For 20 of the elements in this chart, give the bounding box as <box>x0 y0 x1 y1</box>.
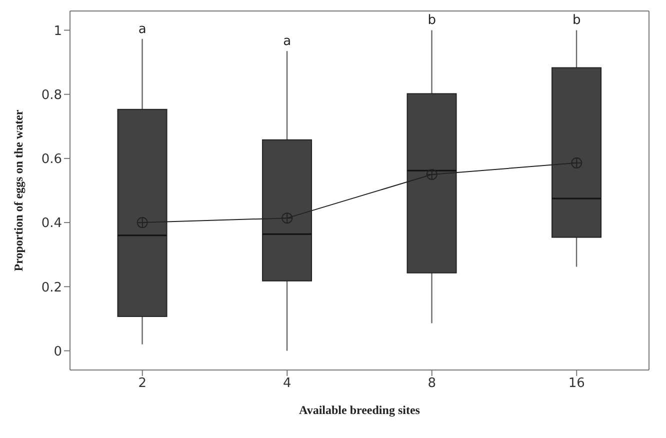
y-tick-label: 0.8 <box>41 88 62 103</box>
x-tick-label: 8 <box>428 376 436 392</box>
point <box>282 212 293 224</box>
annotation: b <box>428 13 436 28</box>
y-axis-title: Proportion of eggs on the water <box>11 109 26 272</box>
annotation: a <box>138 22 146 37</box>
y-tick-label: 1 <box>54 24 62 39</box>
x-axis-title: Available breeding sites <box>299 403 420 417</box>
x-tick-label: 2 <box>138 376 147 392</box>
point <box>136 217 148 228</box>
x-tick-label: 16 <box>568 376 585 392</box>
point <box>571 157 582 168</box>
y-tick-label: 0.6 <box>41 152 62 168</box>
point <box>426 168 438 180</box>
annotation: b <box>572 13 581 28</box>
y-tick-label: 0 <box>54 344 62 360</box>
y-tick-label: 0.4 <box>41 216 62 232</box>
annotation: a <box>283 34 292 50</box>
x-tick-label: 4 <box>282 376 292 392</box>
y-tick-label: 0.2 <box>41 280 62 296</box>
